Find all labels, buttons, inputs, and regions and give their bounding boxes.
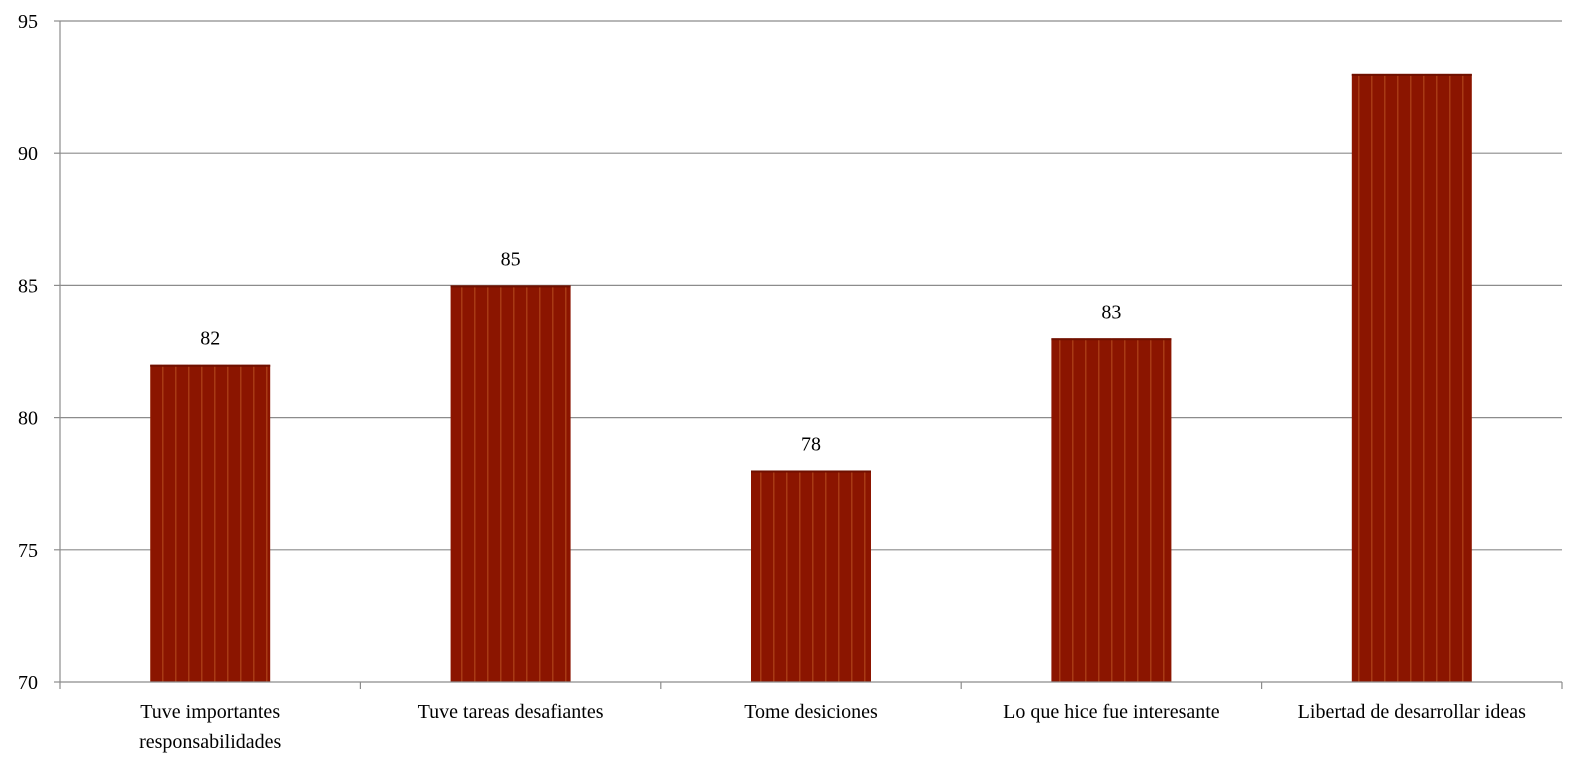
x-tick-label: Tome desiciones bbox=[744, 701, 878, 723]
y-tick-labels: 70 75 80 85 90 95 bbox=[18, 11, 38, 694]
bar bbox=[450, 285, 571, 682]
bar bbox=[1351, 73, 1472, 682]
y-tick-label: 80 bbox=[18, 408, 38, 430]
y-tick-label: 75 bbox=[18, 540, 38, 562]
gridlines bbox=[60, 20, 1562, 551]
y-tick-label: 95 bbox=[18, 11, 38, 33]
x-tick-label: Tuve tareas desafiantes bbox=[418, 701, 604, 723]
bar bbox=[1051, 338, 1172, 682]
data-label: 83 bbox=[1101, 301, 1121, 323]
data-label: 78 bbox=[801, 433, 821, 455]
y-tick-label: 85 bbox=[18, 275, 38, 297]
x-tick-labels: Tuve importantes responsabilidades Tuve ta… bbox=[139, 701, 1526, 753]
x-tick-label: Lo que hice fue interesante bbox=[1003, 701, 1220, 723]
y-tick-label: 90 bbox=[18, 143, 38, 165]
bars bbox=[150, 73, 1472, 682]
data-label: 85 bbox=[501, 248, 521, 270]
x-tick-label: responsabilidades bbox=[139, 731, 281, 753]
data-label: 82 bbox=[200, 328, 220, 350]
data-labels: 82 85 78 83 bbox=[200, 248, 1121, 455]
bar bbox=[150, 364, 271, 682]
y-tick-label: 70 bbox=[18, 672, 38, 694]
x-tick-label: Libertad de desarrollar ideas bbox=[1298, 701, 1526, 723]
x-tick-label: Tuve importantes bbox=[140, 701, 280, 723]
axes bbox=[54, 20, 1563, 689]
bar bbox=[751, 470, 871, 682]
